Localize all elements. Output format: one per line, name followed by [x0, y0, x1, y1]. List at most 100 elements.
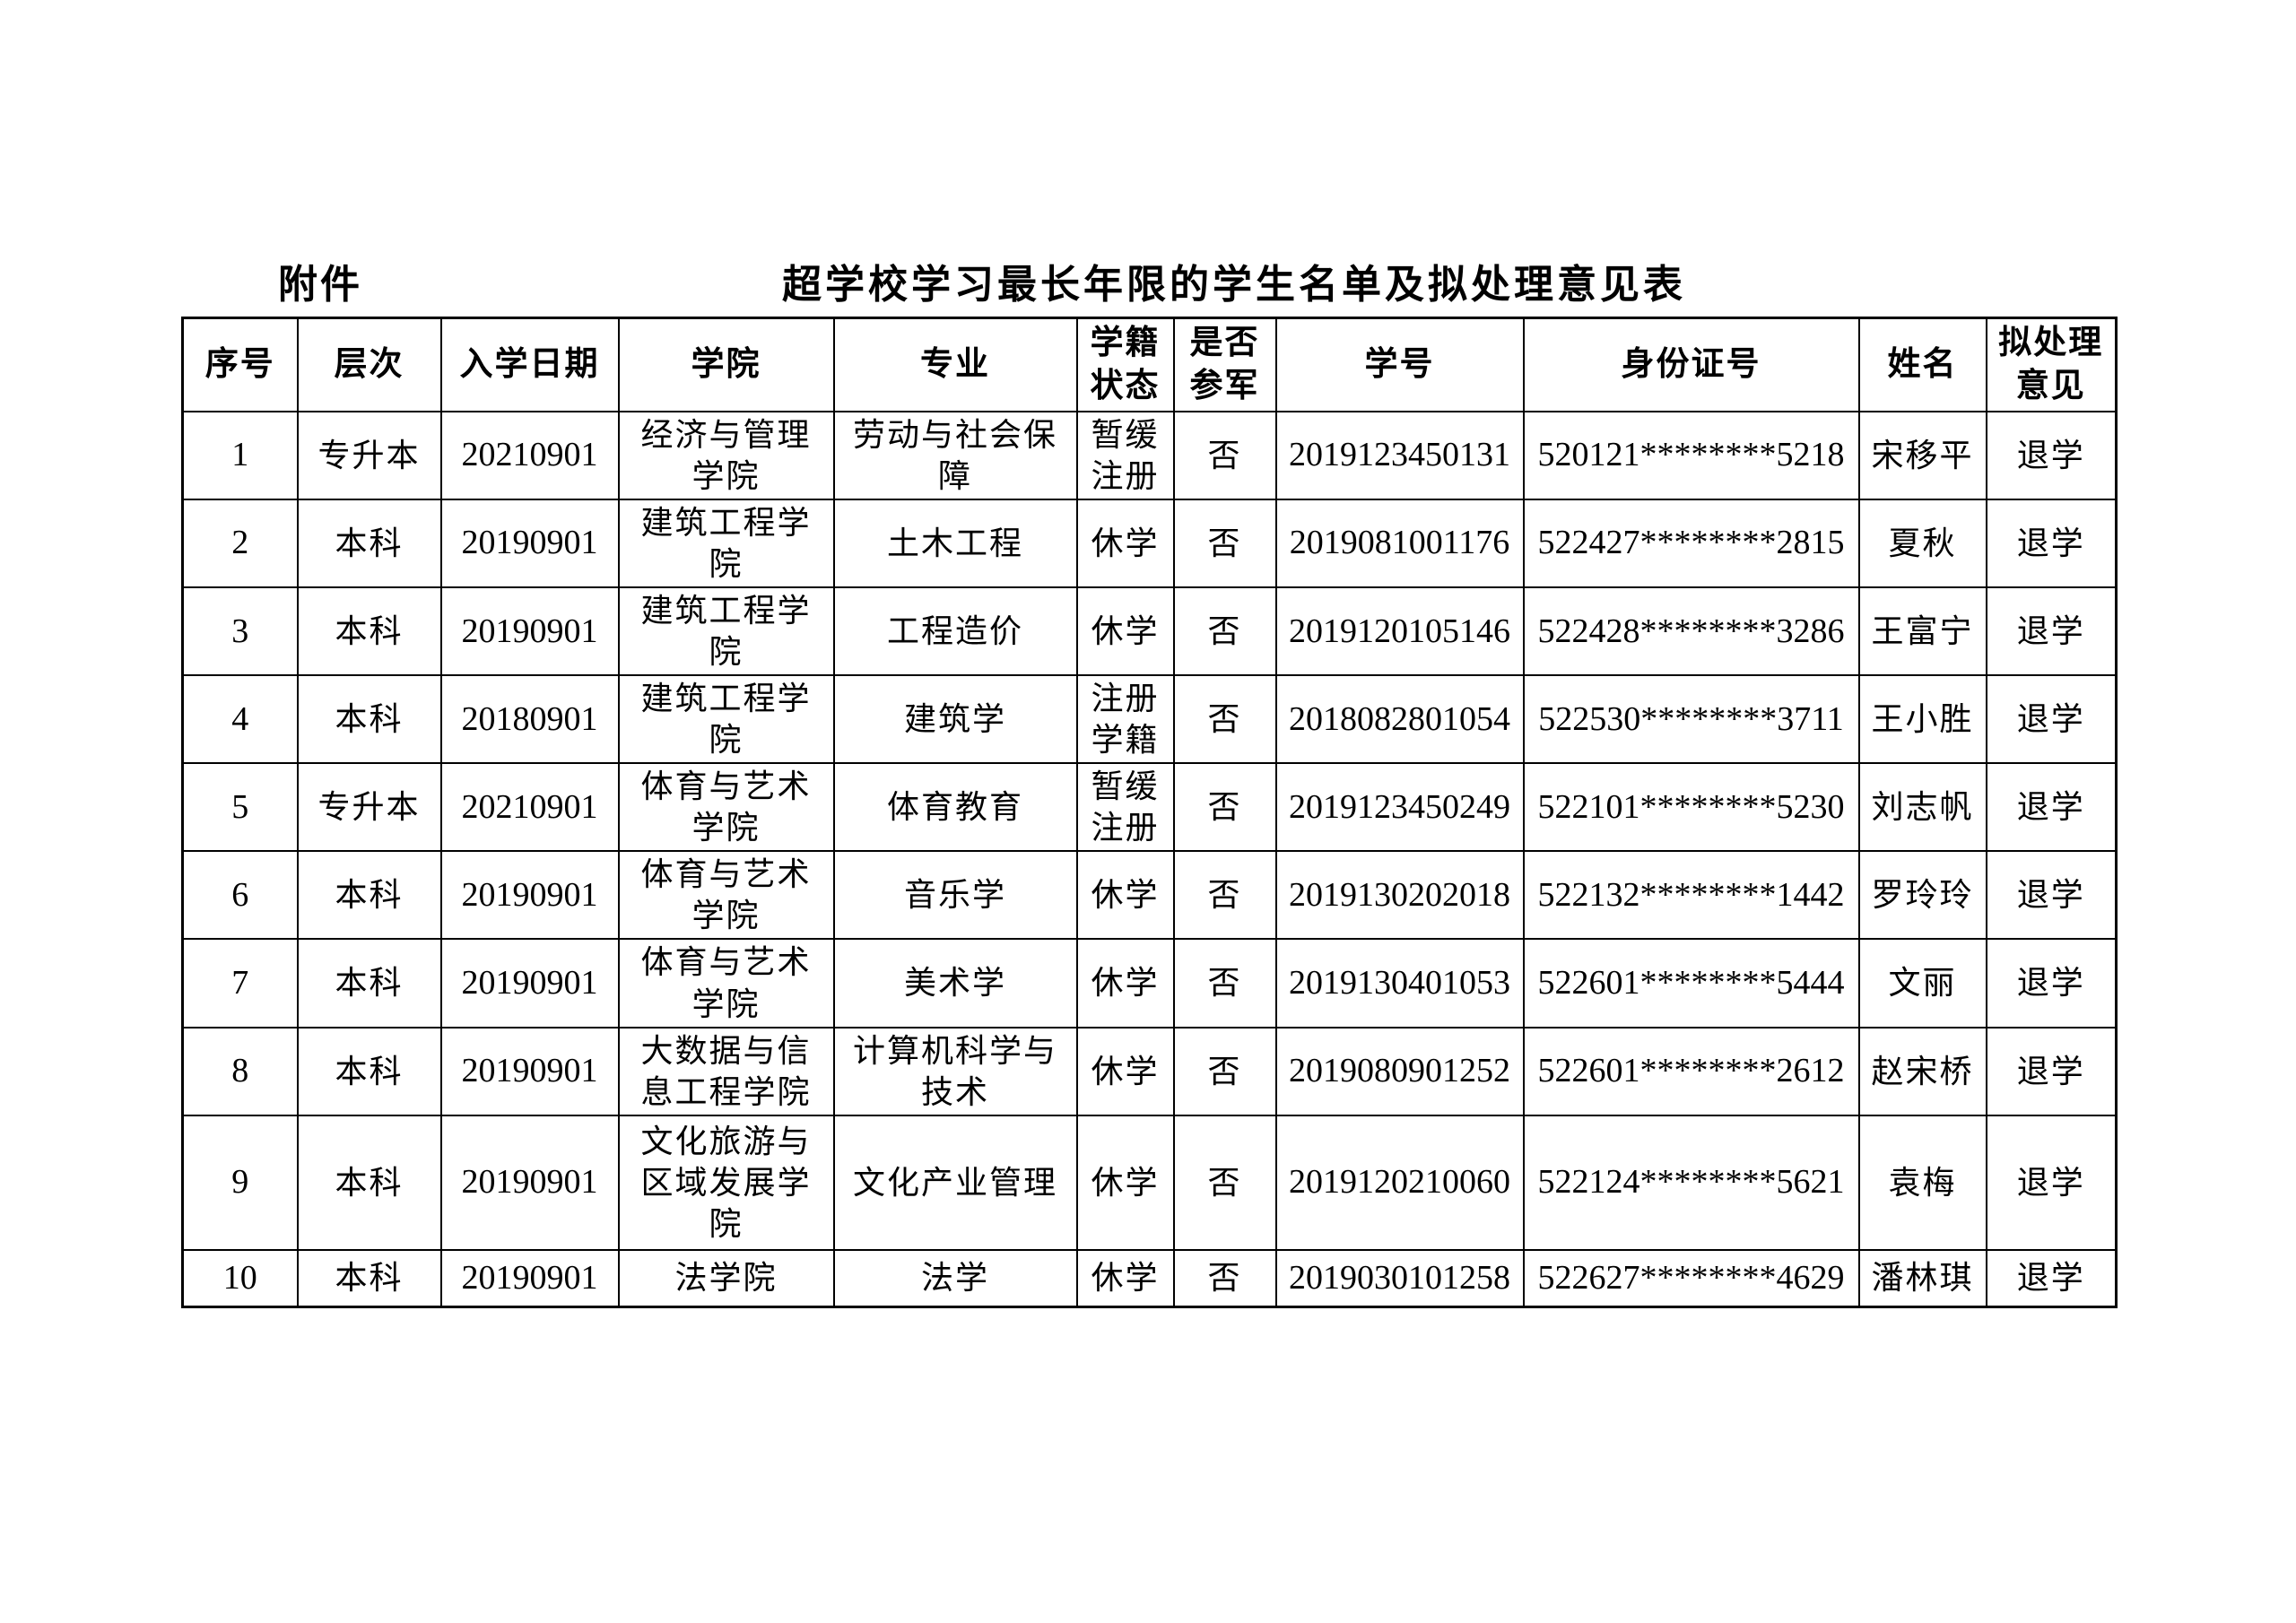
table-cell: 本科: [296, 938, 442, 1028]
table-cell: 522428********3286: [1522, 586, 1860, 676]
col-header-enroll-date: 入学日期: [439, 317, 620, 412]
table-row: 5 专升本 20210901 体育与艺术 学院 体育教育 暂缓 注册否 2019123450…: [181, 762, 2118, 853]
table-cell: 否: [1172, 1248, 1277, 1308]
table-cell: 否: [1172, 673, 1277, 765]
table-cell: 20190901: [439, 1026, 620, 1116]
table-cell: 经济与管理 学院: [617, 410, 835, 500]
table-cell: 退学: [1985, 1248, 2118, 1308]
table-cell: 休学: [1075, 1248, 1175, 1308]
table-cell: 潘林琪: [1857, 1248, 1987, 1308]
table-cell: 休学: [1075, 850, 1175, 941]
table-cell: 休学: [1075, 938, 1175, 1028]
table-cell: 法学院: [617, 1248, 835, 1308]
table-row: 10 本科 20190901 法学院 法学 休学否 2019030101258 522627*…: [181, 1248, 2118, 1308]
table-cell: 否: [1172, 1026, 1277, 1116]
table-cell: 王小胜: [1857, 673, 1987, 765]
table-cell: 美术学: [832, 938, 1078, 1028]
table-cell: 2019081001176: [1274, 498, 1525, 588]
table-cell: 注册 学籍: [1075, 673, 1175, 765]
col-header-college: 学院: [617, 317, 835, 412]
table-cell: 2019130202018: [1274, 850, 1525, 941]
table-cell: 袁梅: [1857, 1114, 1987, 1251]
table-cell: 退学: [1985, 938, 2118, 1028]
col-header-action: 拟处理 意见: [1985, 317, 2118, 412]
table-cell: 专升本: [296, 762, 442, 853]
table-cell: 522530********3711: [1522, 673, 1860, 765]
col-header-level: 层次: [296, 317, 442, 412]
table-cell: 7: [181, 938, 299, 1028]
table-row: 4 本科 20180901 建筑工程学 院建筑学 注册 学籍否 2018082801054…: [181, 673, 2118, 765]
table-row: 9 本科 20190901 文化旅游与 区域发展学 院文化产业管理 休学否 2019120…: [181, 1114, 2118, 1251]
table-cell: 20190901: [439, 586, 620, 676]
col-header-military: 是否 参军: [1172, 317, 1277, 412]
table-cell: 否: [1172, 410, 1277, 500]
table-cell: 法学: [832, 1248, 1078, 1308]
table-row: 2 本科 20190901 建筑工程学 院土木工程 休学否 2019081001176 52…: [181, 498, 2118, 588]
table-cell: 文化旅游与 区域发展学 院: [617, 1114, 835, 1251]
table-cell: 本科: [296, 850, 442, 941]
table-cell: 2019120210060: [1274, 1114, 1525, 1251]
attachment-label: 附件: [278, 262, 362, 308]
page-title: 超学校学习最长年限的学生名单及拟处理意见表: [782, 262, 1686, 308]
table-cell: 2: [181, 498, 299, 588]
table-header-row: 序号 层次 入学日期 学院 专业 学籍 状态 是否 参军 学号 身份证号 姓名 …: [181, 317, 2118, 412]
table-cell: 2019130401053: [1274, 938, 1525, 1028]
table-cell: 否: [1172, 498, 1277, 588]
col-header-major: 专业: [832, 317, 1078, 412]
table-cell: 赵宋桥: [1857, 1026, 1987, 1116]
table-cell: 刘志帆: [1857, 762, 1987, 853]
table-cell: 退学: [1985, 1114, 2118, 1251]
table-cell: 2019080901252: [1274, 1026, 1525, 1116]
table-cell: 本科: [296, 1026, 442, 1116]
table-cell: 休学: [1075, 586, 1175, 676]
table-cell: 体育与艺术 学院: [617, 762, 835, 853]
table-cell: 否: [1172, 1114, 1277, 1251]
table-cell: 2019123450131: [1274, 410, 1525, 500]
table-cell: 暂缓 注册: [1075, 410, 1175, 500]
table-cell: 522132********1442: [1522, 850, 1860, 941]
col-header-status: 学籍 状态: [1075, 317, 1175, 412]
table-row: 7 本科 20190901 体育与艺术 学院 美术学 休学否 2019130401053 52…: [181, 938, 2118, 1028]
table-cell: 5: [181, 762, 299, 853]
table-cell: 20190901: [439, 1114, 620, 1251]
table-cell: 专升本: [296, 410, 442, 500]
table-cell: 522124********5621: [1522, 1114, 1860, 1251]
table-cell: 522101********5230: [1522, 762, 1860, 853]
table-cell: 2018082801054: [1274, 673, 1525, 765]
table-cell: 4: [181, 673, 299, 765]
col-header-index: 序号: [181, 317, 299, 412]
table-cell: 本科: [296, 1114, 442, 1251]
table-cell: 退学: [1985, 1026, 2118, 1116]
table-cell: 3: [181, 586, 299, 676]
table-cell: 退学: [1985, 762, 2118, 853]
table-cell: 计算机科学与 技术: [832, 1026, 1078, 1116]
table-cell: 本科: [296, 1248, 442, 1308]
table-cell: 否: [1172, 938, 1277, 1028]
table-cell: 休学: [1075, 1114, 1175, 1251]
table-cell: 522427********2815: [1522, 498, 1860, 588]
table-cell: 10: [181, 1248, 299, 1308]
table-cell: 20180901: [439, 673, 620, 765]
table-cell: 休学: [1075, 1026, 1175, 1116]
table-cell: 20190901: [439, 498, 620, 588]
col-header-id-number: 身份证号: [1522, 317, 1860, 412]
col-header-student-id: 学号: [1274, 317, 1525, 412]
table-cell: 本科: [296, 498, 442, 588]
table-cell: 宋移平: [1857, 410, 1987, 500]
table-cell: 建筑工程学 院: [617, 586, 835, 676]
table-cell: 文化产业管理: [832, 1114, 1078, 1251]
table-cell: 20210901: [439, 410, 620, 500]
table-cell: 退学: [1985, 498, 2118, 588]
table-cell: 建筑工程学 院: [617, 498, 835, 588]
table-cell: 否: [1172, 762, 1277, 853]
table-cell: 退学: [1985, 586, 2118, 676]
students-table: 序号 层次 入学日期 学院 专业 学籍 状态 是否 参军 学号 身份证号 姓名 …: [181, 317, 2118, 1309]
table-cell: 2019030101258: [1274, 1248, 1525, 1308]
table-cell: 体育与艺术 学院: [617, 850, 835, 941]
table-cell: 建筑学: [832, 673, 1078, 765]
table-cell: 20190901: [439, 850, 620, 941]
table-cell: 2019123450249: [1274, 762, 1525, 853]
table-cell: 522627********4629: [1522, 1248, 1860, 1308]
table-cell: 2019120105146: [1274, 586, 1525, 676]
